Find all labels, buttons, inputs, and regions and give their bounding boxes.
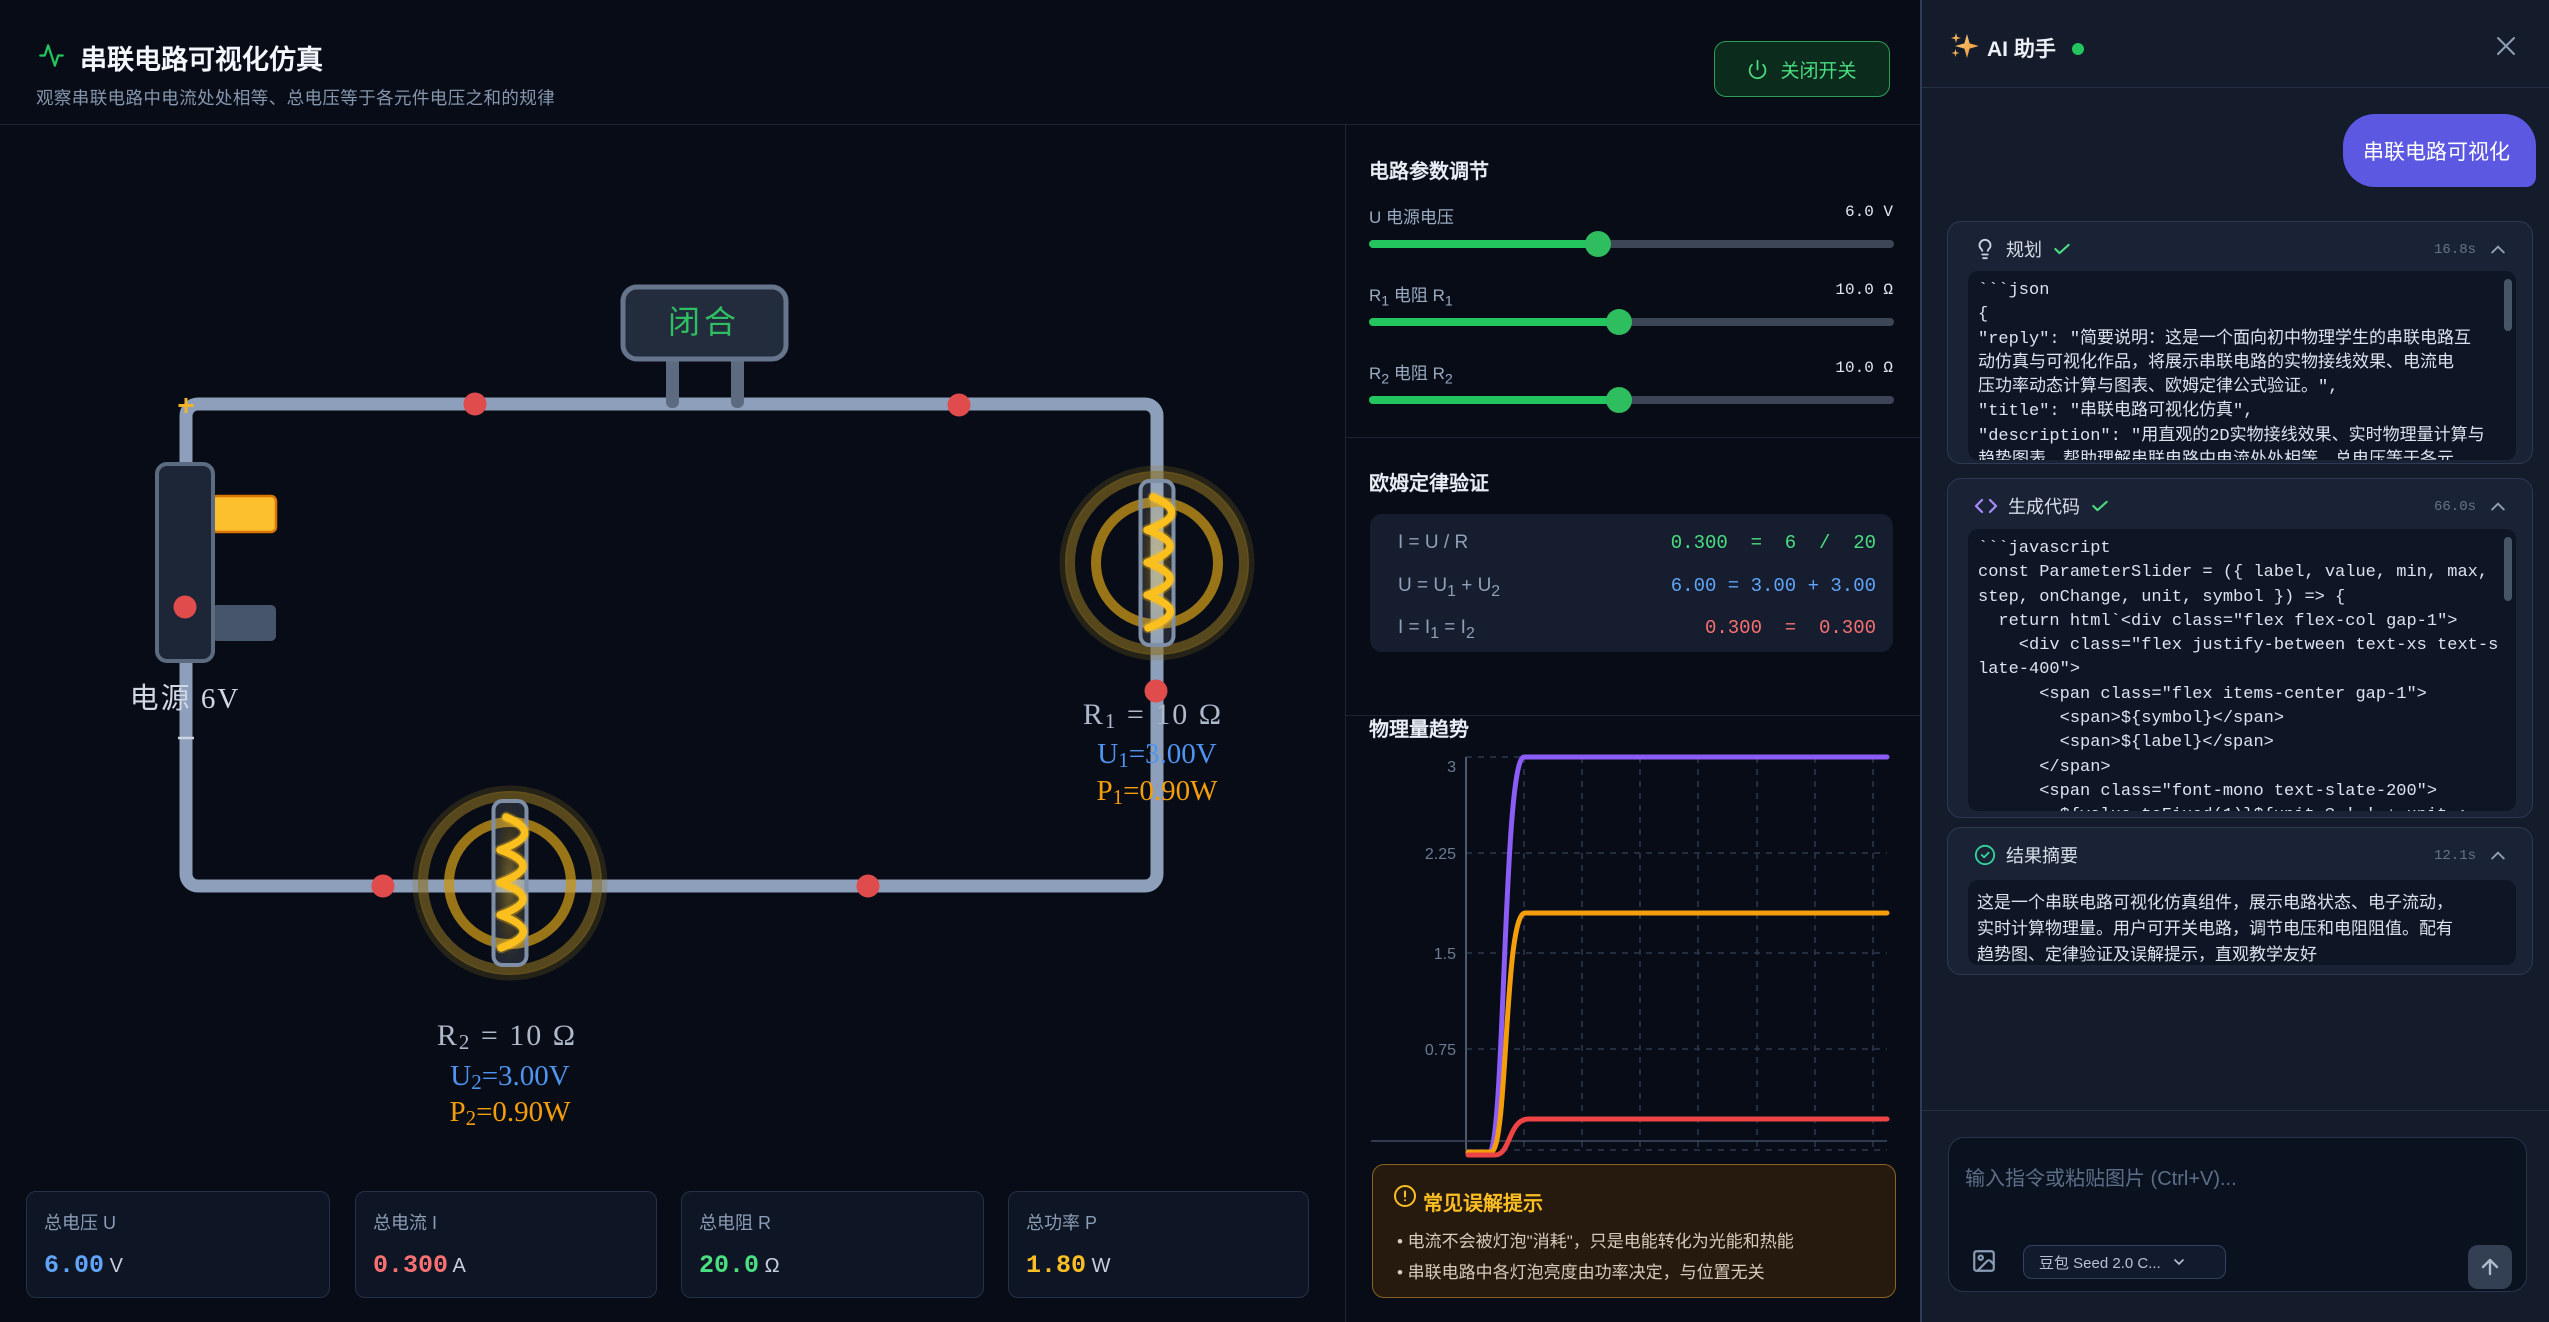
svg-text:0.75: 0.75 (1425, 1042, 1456, 1059)
svg-text:U2=3.00V: U2=3.00V (450, 1060, 570, 1094)
svg-text:R1 = 10 Ω: R1 = 10 Ω (1083, 698, 1223, 733)
svg-text:3: 3 (1447, 759, 1456, 776)
svg-text:1.5: 1.5 (1434, 946, 1456, 963)
svg-text:2.25: 2.25 (1425, 846, 1456, 863)
svg-text:P2=0.90W: P2=0.90W (449, 1096, 571, 1130)
svg-text:电源 6V: 电源 6V (130, 682, 241, 715)
svg-text:U1=3.00V: U1=3.00V (1097, 738, 1217, 772)
svg-text:闭合: 闭合 (668, 304, 740, 340)
svg-text:P1=0.90W: P1=0.90W (1096, 775, 1218, 809)
svg-text:R2 = 10 Ω: R2 = 10 Ω (437, 1019, 577, 1054)
